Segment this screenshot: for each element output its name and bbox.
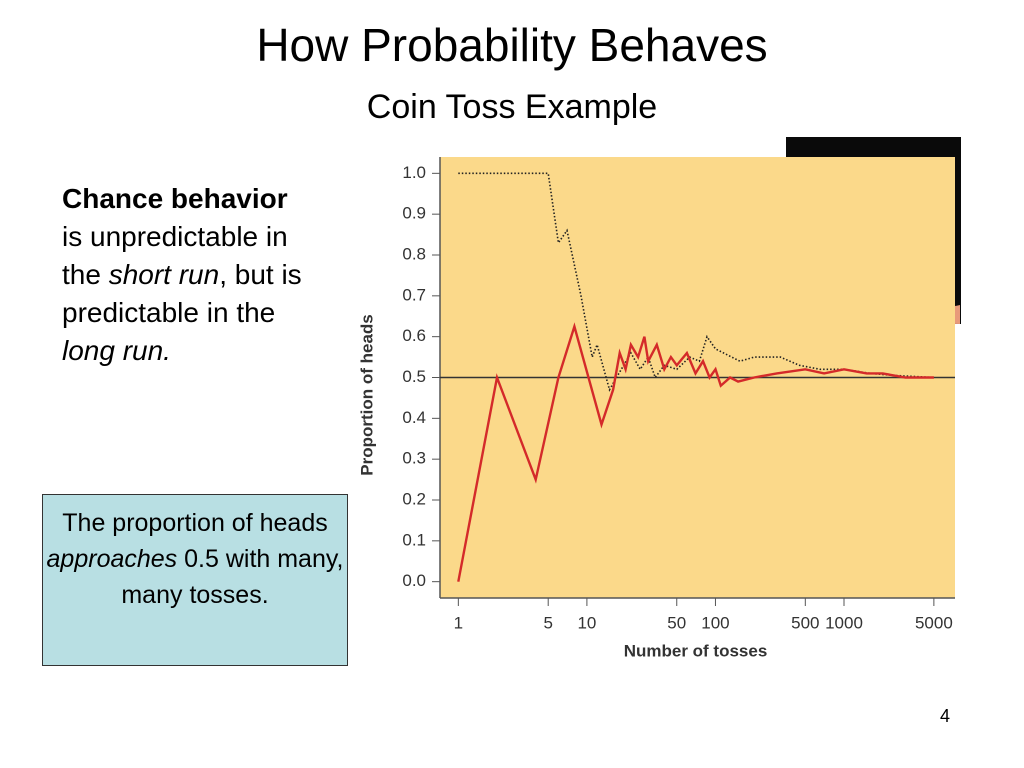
- x-tick-label: 50: [667, 613, 686, 632]
- y-tick-label: 0.0: [402, 571, 426, 590]
- note-box: The proportion of heads approaches 0.5 w…: [42, 494, 348, 666]
- y-tick-label: 0.3: [402, 449, 426, 468]
- y-tick-label: 0.4: [402, 408, 426, 427]
- y-tick-label: 0.9: [402, 204, 426, 223]
- subtitle: Coin Toss Example: [366, 88, 658, 126]
- page-number: 4: [940, 706, 951, 726]
- text-run: short run: [108, 259, 220, 290]
- x-axis-label: Number of tosses: [624, 641, 768, 660]
- y-tick-label: 0.1: [402, 530, 426, 549]
- y-tick-label: 0.7: [402, 285, 426, 304]
- text-run: The proportion of heads: [62, 509, 328, 537]
- x-tick-label: 500: [791, 613, 819, 632]
- x-tick-label: 1000: [825, 613, 863, 632]
- text-run: approaches: [46, 545, 178, 573]
- y-tick-label: 0.6: [402, 326, 426, 345]
- text-run: Chance behavior: [62, 183, 288, 214]
- y-tick-label: 0.8: [402, 244, 426, 263]
- x-tick-label: 5: [543, 613, 552, 632]
- x-tick-label: 5000: [915, 613, 953, 632]
- body-text: Chance behavior is unpredictable in the …: [62, 180, 312, 370]
- text-run: 0.5 with many, many tosses.: [121, 545, 344, 609]
- x-tick-label: 100: [701, 613, 729, 632]
- text-run: is unpredictable in the: [62, 221, 288, 290]
- text-run: long run.: [62, 335, 171, 366]
- y-tick-label: 1.0: [402, 163, 426, 182]
- y-axis-label: Proportion of heads: [357, 314, 376, 476]
- y-tick-label: 0.2: [402, 489, 426, 508]
- x-tick-label: 1: [454, 613, 463, 632]
- text-run: , but is predictable in the: [62, 259, 302, 328]
- y-tick-label: 0.5: [402, 367, 426, 386]
- title: How Probability Behaves: [256, 19, 768, 71]
- data-line: [457, 322, 934, 582]
- x-tick-label: 10: [577, 613, 596, 632]
- data-line: [458, 172, 934, 392]
